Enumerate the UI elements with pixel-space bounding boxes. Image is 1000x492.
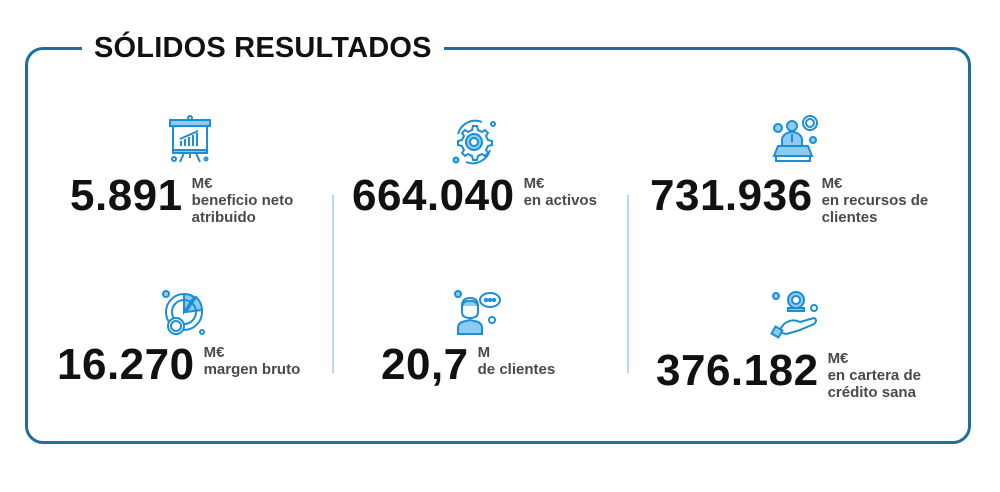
- stat-label-line: beneficio neto: [191, 192, 294, 209]
- stat-unit: M€: [821, 175, 843, 192]
- stat-label-line: en cartera de: [827, 367, 921, 384]
- customer-chat-icon: [450, 288, 502, 340]
- stat-value: 16.270: [57, 340, 195, 389]
- speaker-podium-icon: [770, 114, 822, 166]
- stat-unit: M€: [827, 350, 849, 367]
- stat-assets: 664.040 M€ en activos: [352, 174, 597, 218]
- stat-label-line: margen bruto: [203, 361, 301, 378]
- hand-coin-icon: [770, 288, 822, 340]
- stat-label: M€ beneficio neto atribuido: [192, 175, 294, 226]
- stat-client-resources: 731.936 M€ en recursos de clientes: [650, 171, 929, 227]
- stat-value: 731.936: [650, 171, 813, 220]
- title-container: SÓLIDOS RESULTADOS: [82, 28, 444, 68]
- stat-unit: M: [477, 344, 491, 361]
- stat-label-line: clientes: [821, 209, 878, 226]
- column-divider-right: [627, 195, 629, 373]
- pie-chart-coin-icon: [158, 288, 210, 340]
- stat-label: M€ margen bruto: [204, 344, 301, 378]
- stat-value: 664.040: [352, 171, 515, 220]
- stat-net-profit: 5.891 M€ beneficio neto atribuido: [70, 171, 294, 227]
- results-frame: [25, 47, 971, 444]
- stat-value: 5.891: [70, 171, 183, 220]
- stat-label-line: atribuido: [191, 209, 256, 226]
- stat-clients: 20,7 M de clientes: [381, 343, 555, 387]
- page-title: SÓLIDOS RESULTADOS: [94, 31, 432, 64]
- stat-unit: M€: [523, 175, 545, 192]
- presentation-chart-icon: [164, 114, 216, 166]
- stat-value: 20,7: [381, 340, 469, 389]
- gear-euro-icon: [448, 114, 500, 166]
- column-divider-left: [332, 195, 334, 373]
- stat-unit: M€: [203, 344, 225, 361]
- stat-label: M€ en activos: [524, 175, 597, 209]
- stat-value: 376.182: [656, 346, 819, 395]
- stat-label-line: de clientes: [477, 361, 556, 378]
- stat-label-line: crédito sana: [827, 384, 916, 401]
- stat-healthy-credit: 376.182 M€ en cartera de crédito sana: [656, 346, 921, 402]
- stat-unit: M€: [191, 175, 213, 192]
- stat-label: M€ en recursos de clientes: [822, 175, 929, 226]
- stat-label: M de clientes: [478, 344, 556, 378]
- stat-gross-margin: 16.270 M€ margen bruto: [57, 343, 300, 387]
- stat-label-line: en activos: [523, 192, 597, 209]
- stat-label: M€ en cartera de crédito sana: [828, 350, 921, 401]
- stat-label-line: en recursos de: [821, 192, 929, 209]
